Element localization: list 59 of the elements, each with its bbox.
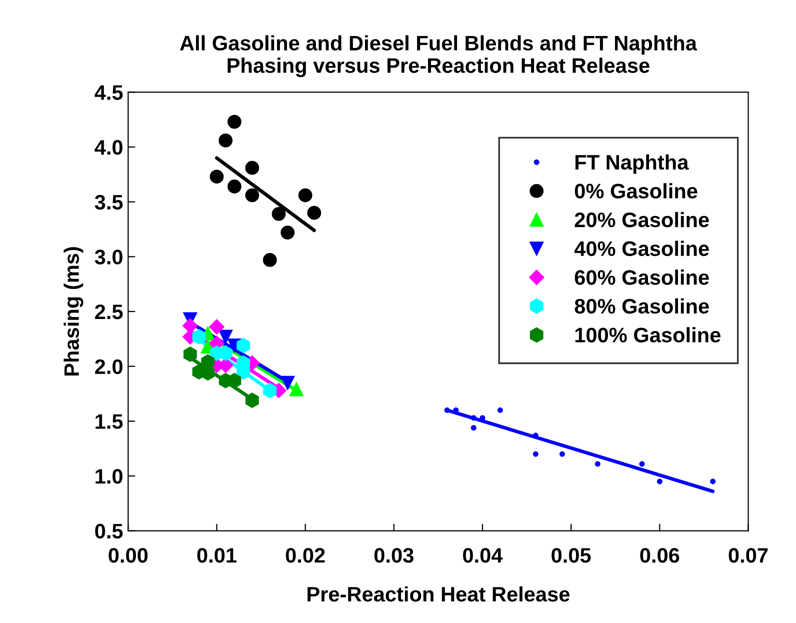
x-tick-label: 0.07: [728, 548, 768, 563]
legend-label: 0% Gasoline: [574, 183, 698, 198]
y-tick-label: 2.5: [95, 304, 123, 320]
point: [532, 451, 538, 457]
x-tick-label: 0.06: [640, 548, 680, 563]
legend-label: 40% Gasoline: [574, 240, 709, 256]
point: [236, 338, 250, 354]
x-axis-title: Pre-Reaction Heat Release: [308, 586, 570, 602]
point: [201, 365, 215, 381]
x-tick-label: 0.01: [197, 548, 236, 563]
point: [263, 382, 277, 398]
y-tick-label: 3.0: [94, 250, 122, 264]
point: [228, 180, 242, 194]
point: [272, 206, 286, 221]
y-tick-label: 1.0: [96, 468, 122, 484]
x-tick-label: 0.00: [108, 548, 148, 563]
x-tick-label: 0.04: [463, 548, 503, 563]
y-tick-label: 0.5: [95, 524, 123, 539]
point: [298, 188, 312, 202]
point: [470, 415, 476, 421]
point: [218, 330, 233, 344]
point: [183, 346, 197, 362]
point: [290, 382, 304, 396]
point: [218, 134, 233, 148]
legend-label: 60% Gasoline: [574, 270, 709, 285]
point: [245, 160, 260, 175]
y-tick-label: 2.0: [95, 359, 122, 374]
x-tick-label: 0.03: [374, 548, 414, 563]
point: [182, 318, 198, 334]
point: [262, 253, 277, 267]
point: [710, 478, 716, 484]
point: [245, 188, 260, 202]
point: [210, 170, 224, 184]
x-tick-label: 0.05: [552, 548, 591, 563]
point: [497, 407, 503, 413]
y-tick-label: 3.5: [94, 194, 123, 210]
legend-label: 100% Gasoline: [575, 327, 720, 342]
y-tick-label: 4.0: [94, 140, 122, 155]
point: [639, 461, 645, 467]
point: [594, 461, 600, 467]
y-axis-title: Phasing (ms): [64, 247, 84, 376]
point: [307, 206, 322, 220]
legend-label: 80% Gasoline: [574, 298, 709, 314]
point: [228, 114, 242, 129]
y-tick-label: 1.5: [96, 414, 123, 429]
point: [209, 319, 224, 334]
point: [192, 329, 206, 344]
y-tick-label: 4.5: [94, 85, 123, 100]
point: [656, 478, 662, 484]
legend-label: FT Naphtha: [575, 154, 689, 174]
chart-title: All Gasoline and Diesel Fuel Blends and FT Naphtha Phasing versus Pre-Reaction Heat Release: [180, 35, 698, 78]
point: [470, 424, 476, 431]
point: [245, 392, 259, 408]
point: [280, 376, 295, 390]
point: [444, 407, 450, 413]
point: [280, 226, 295, 240]
point: [559, 451, 565, 457]
legend-label: 20% Gasoline: [574, 212, 709, 228]
x-tick-label: 0.02: [286, 548, 325, 563]
